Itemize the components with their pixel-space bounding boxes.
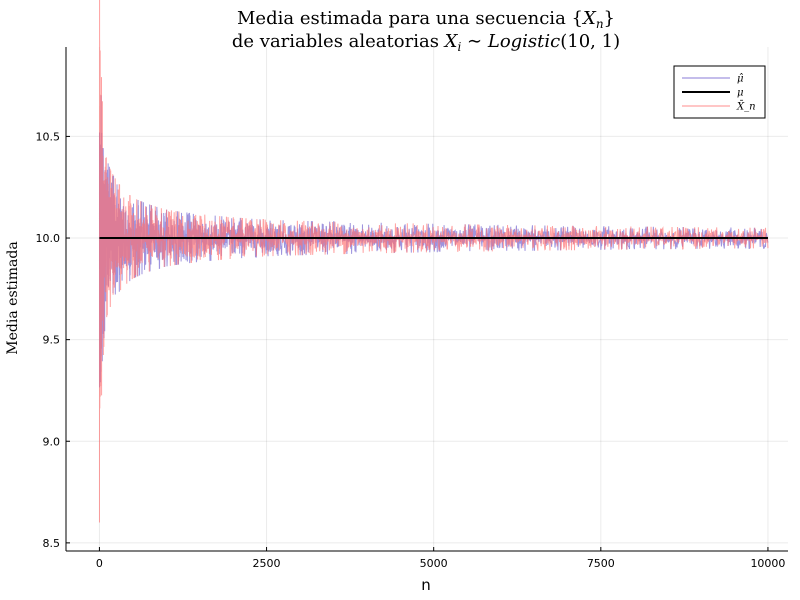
y-tick-label-2: 9.5: [43, 334, 61, 347]
legend-label-1: μ: [737, 88, 744, 99]
legend-label-2: X̄_n: [736, 101, 756, 113]
x-tick-label-2: 5000: [420, 557, 448, 570]
y-tick-label-1: 9.0: [43, 435, 61, 448]
x-tick-label-1: 2500: [253, 557, 281, 570]
y-tick-label-4: 10.5: [36, 130, 61, 143]
x-axis-label: n: [421, 576, 431, 594]
grid: [66, 47, 788, 551]
ticks: 0 2500 5000 7500 10000 8.5 9.0 9.5 10.0 10.5: [36, 130, 786, 570]
series-2-line: [98, 0, 769, 523]
legend: μ̂ μ X̄_n: [673, 65, 766, 119]
x-tick-label-4: 10000: [750, 557, 785, 570]
axes: [65, 47, 788, 552]
y-tick-label-3: 10.0: [36, 232, 61, 245]
title-line-2: de variables aleatorias Xi ∼ Logistic(10…: [232, 31, 620, 54]
legend-label-0: μ̂: [737, 74, 744, 85]
y-axis-label: Media estimada: [5, 241, 21, 354]
x-tick-label-0: 0: [96, 557, 103, 570]
chart-title: Media estimada para una secuencia {Xn} d…: [232, 8, 620, 54]
plot-area: [98, 0, 769, 523]
series-0-line: [98, 95, 769, 388]
x-tick-label-3: 7500: [587, 557, 615, 570]
title-line-1: Media estimada para una secuencia {Xn}: [237, 8, 615, 31]
y-tick-label-0: 8.5: [43, 537, 61, 550]
